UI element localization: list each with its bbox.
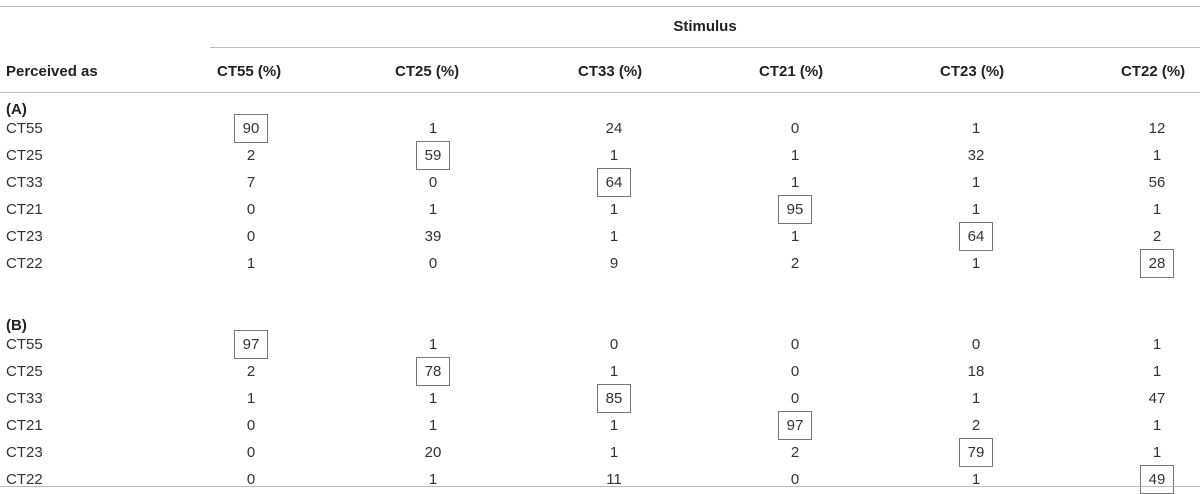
table-cell: 7 xyxy=(246,174,256,191)
table-cell-highlighted: 78 xyxy=(416,357,450,386)
table-cell: 1 xyxy=(246,390,256,407)
stimulus-header: Stimulus xyxy=(673,18,737,35)
table-cell: 1 xyxy=(1152,201,1162,218)
table-cell: 1 xyxy=(790,174,800,191)
table-cell-highlighted: 64 xyxy=(597,168,631,197)
table-cell: 39 xyxy=(424,228,442,245)
table-cell: 1 xyxy=(609,228,619,245)
table-cell: 1 xyxy=(428,120,438,137)
table-cell: 1 xyxy=(1152,363,1162,380)
table-cell-highlighted: 79 xyxy=(959,438,993,467)
table-cell: 1 xyxy=(971,201,981,218)
table-cell-highlighted: 97 xyxy=(234,330,268,359)
table-cell: 0 xyxy=(790,120,800,137)
table-cell: 47 xyxy=(1148,390,1166,407)
column-header-ct22: CT22 (%) xyxy=(1121,63,1186,80)
table-cell-highlighted: 49 xyxy=(1140,465,1174,494)
table-cell-highlighted: 95 xyxy=(778,195,812,224)
table-cell: 32 xyxy=(967,147,985,164)
table-cell: 2 xyxy=(790,255,800,272)
table-cell: 1 xyxy=(971,255,981,272)
table-cell: 1 xyxy=(971,174,981,191)
table-cell: 1 xyxy=(1152,444,1162,461)
column-header-ct21: CT21 (%) xyxy=(759,63,824,80)
table-cell: 1 xyxy=(428,471,438,488)
row-header: Perceived as xyxy=(6,63,98,80)
table-cell: 1 xyxy=(609,147,619,164)
row-label: CT22 xyxy=(6,255,43,272)
column-header-ct25: CT25 (%) xyxy=(395,63,460,80)
table-cell: 56 xyxy=(1148,174,1166,191)
row-label: CT33 xyxy=(6,174,43,191)
table-cell: 1 xyxy=(1152,147,1162,164)
table-cell: 0 xyxy=(428,174,438,191)
table-cell: 24 xyxy=(605,120,623,137)
table-cell: 1 xyxy=(609,363,619,380)
column-header-ct23: CT23 (%) xyxy=(940,63,1005,80)
table-cell: 1 xyxy=(609,201,619,218)
table-cell: 2 xyxy=(1152,228,1162,245)
table-cell-highlighted: 90 xyxy=(234,114,268,143)
table-top-rule xyxy=(0,6,1200,7)
table-cell: 1 xyxy=(1152,336,1162,353)
table-cell: 0 xyxy=(790,390,800,407)
header-rule xyxy=(0,92,1200,93)
table-cell: 20 xyxy=(424,444,442,461)
column-header-ct33: CT33 (%) xyxy=(578,63,643,80)
table-cell: 2 xyxy=(246,147,256,164)
table-cell: 0 xyxy=(246,228,256,245)
row-label: CT55 xyxy=(6,336,43,353)
table-cell: 1 xyxy=(428,390,438,407)
table-cell: 1 xyxy=(971,390,981,407)
table-cell: 11 xyxy=(606,471,622,488)
table-cell: 1 xyxy=(246,255,256,272)
row-label: CT21 xyxy=(6,417,43,434)
table-cell: 0 xyxy=(971,336,981,353)
row-label: CT25 xyxy=(6,363,43,380)
row-label: CT23 xyxy=(6,228,43,245)
table-cell: 9 xyxy=(609,255,619,272)
table-cell-highlighted: 64 xyxy=(959,222,993,251)
row-label: CT25 xyxy=(6,147,43,164)
table-cell: 1 xyxy=(428,417,438,434)
table-cell: 1 xyxy=(428,336,438,353)
table-cell: 0 xyxy=(246,201,256,218)
table-cell: 0 xyxy=(428,255,438,272)
table-cell: 0 xyxy=(246,471,256,488)
table-bottom-rule xyxy=(0,486,1200,487)
row-label: CT22 xyxy=(6,471,43,488)
table-cell: 2 xyxy=(246,363,256,380)
table-cell: 0 xyxy=(246,444,256,461)
table-cell: 1 xyxy=(971,120,981,137)
table-cell: 1 xyxy=(971,471,981,488)
table-cell-highlighted: 97 xyxy=(778,411,812,440)
table-cell: 1 xyxy=(609,417,619,434)
table-cell-highlighted: 59 xyxy=(416,141,450,170)
table-cell: 1 xyxy=(790,147,800,164)
row-label: CT23 xyxy=(6,444,43,461)
table-cell: 0 xyxy=(790,336,800,353)
table-cell: 1 xyxy=(790,228,800,245)
row-label: CT21 xyxy=(6,201,43,218)
section-label: (A) xyxy=(6,101,27,118)
table-cell: 1 xyxy=(1152,417,1162,434)
table-cell: 0 xyxy=(246,417,256,434)
table-cell: 2 xyxy=(971,417,981,434)
table-cell: 2 xyxy=(790,444,800,461)
table-cell: 0 xyxy=(609,336,619,353)
column-header-ct55: CT55 (%) xyxy=(217,63,282,80)
table-cell: 0 xyxy=(790,471,800,488)
table-cell: 18 xyxy=(967,363,985,380)
table-cell: 1 xyxy=(609,444,619,461)
row-label: CT33 xyxy=(6,390,43,407)
table-cell: 1 xyxy=(428,201,438,218)
table-cell-highlighted: 85 xyxy=(597,384,631,413)
row-label: CT55 xyxy=(6,120,43,137)
section-label: (B) xyxy=(6,317,27,334)
table-cell: 12 xyxy=(1148,120,1166,137)
stimulus-underline xyxy=(210,47,1200,48)
table-cell-highlighted: 28 xyxy=(1140,249,1174,278)
table-cell: 0 xyxy=(790,363,800,380)
